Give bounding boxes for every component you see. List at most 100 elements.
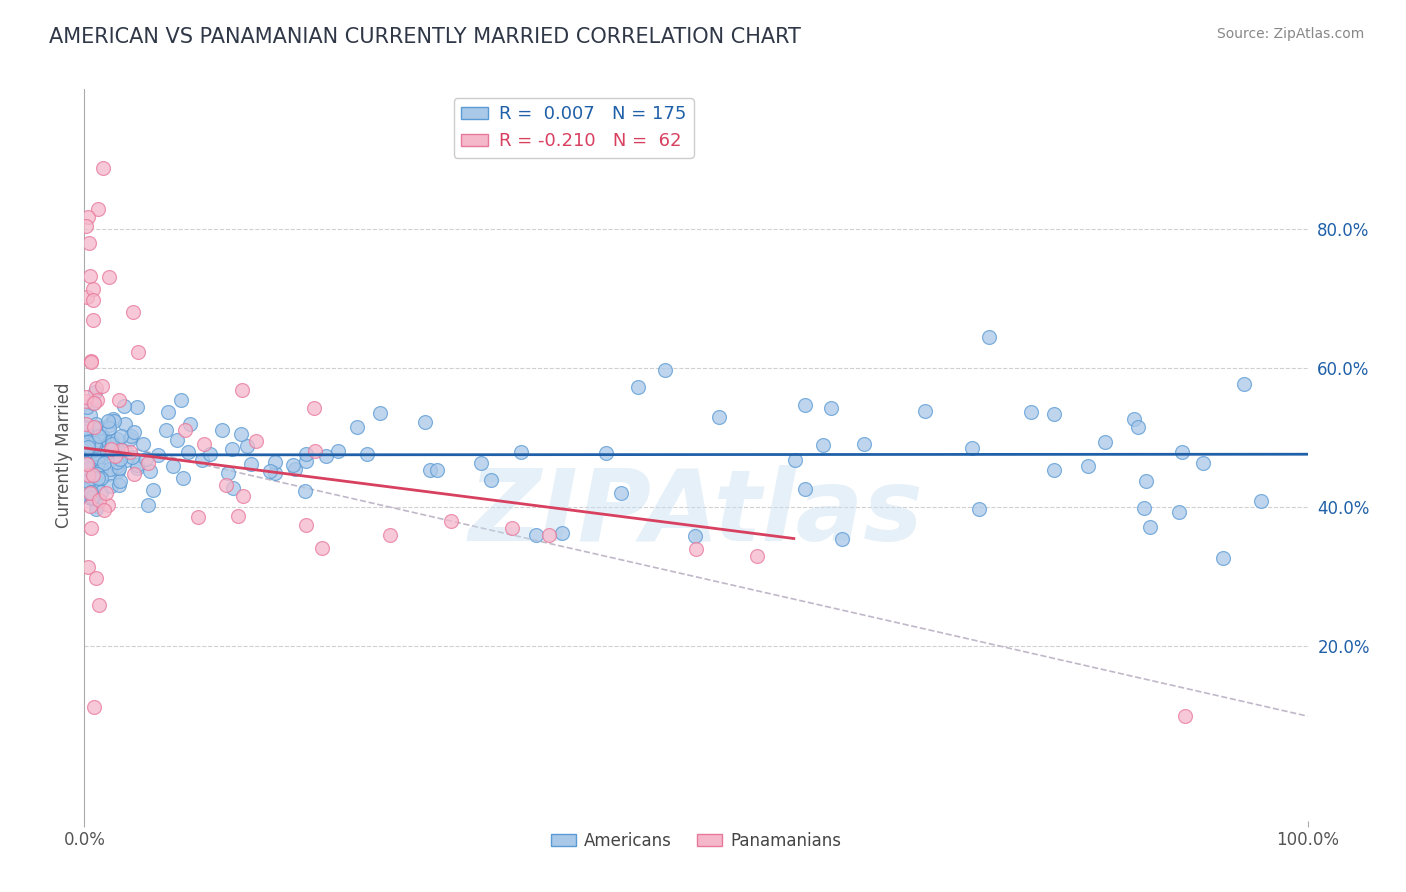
Point: [87, 202, 110, 217]
Point: [84, 502, 107, 516]
Point: [80, 448, 103, 462]
Point: [76, 457, 98, 471]
Point: [93, 456, 115, 470]
Text: ZIPAtlas: ZIPAtlas: [468, 465, 924, 562]
Point: [793, 398, 815, 412]
Point: [75, 424, 97, 438]
Point: [236, 438, 259, 452]
Point: [831, 532, 853, 546]
Point: [83, 700, 105, 714]
Point: [914, 403, 936, 417]
Point: [90, 456, 112, 470]
Point: [281, 458, 304, 472]
Point: [82, 491, 104, 506]
Point: [284, 462, 307, 476]
Point: [100, 434, 122, 449]
Point: [93, 503, 115, 517]
Point: [103, 414, 125, 428]
Point: [82, 313, 104, 327]
Point: [89, 450, 111, 464]
Point: [83, 436, 105, 450]
Point: [76, 474, 98, 488]
Point: [82, 471, 104, 485]
Point: [97, 270, 120, 285]
Point: [75, 393, 97, 408]
Point: [75, 219, 97, 233]
Point: [595, 446, 617, 460]
Point: [84, 381, 107, 395]
Point: [683, 529, 706, 543]
Point: [96, 445, 118, 459]
Point: [294, 447, 316, 461]
Point: [86, 456, 108, 470]
Point: [97, 418, 120, 433]
Point: [785, 452, 807, 467]
Point: [162, 459, 184, 474]
Point: [187, 509, 209, 524]
Point: [87, 429, 110, 443]
Point: [368, 406, 391, 420]
Point: [380, 528, 402, 542]
Point: [87, 459, 110, 474]
Point: [90, 443, 112, 458]
Point: [82, 293, 104, 307]
Point: [87, 426, 110, 441]
Point: [105, 458, 128, 473]
Point: [120, 445, 142, 459]
Point: [820, 401, 842, 416]
Point: [139, 464, 162, 478]
Point: [77, 462, 100, 476]
Point: [1133, 501, 1156, 516]
Point: [103, 442, 125, 456]
Point: [101, 437, 124, 451]
Point: [91, 161, 114, 176]
Text: Source: ZipAtlas.com: Source: ZipAtlas.com: [1216, 27, 1364, 41]
Point: [79, 483, 101, 497]
Point: [77, 235, 100, 250]
Point: [87, 420, 110, 434]
Point: [75, 421, 97, 435]
Point: [91, 379, 114, 393]
Point: [80, 353, 103, 368]
Point: [127, 400, 149, 414]
Point: [90, 429, 112, 443]
Point: [302, 401, 325, 416]
Point: [82, 471, 104, 485]
Point: [170, 393, 193, 408]
Point: [1168, 505, 1191, 519]
Point: [813, 438, 835, 452]
Point: [127, 345, 149, 359]
Point: [221, 481, 243, 495]
Point: [108, 450, 131, 464]
Point: [125, 458, 148, 472]
Point: [76, 460, 98, 475]
Point: [226, 509, 249, 524]
Point: [87, 493, 110, 508]
Point: [108, 461, 131, 475]
Point: [1212, 551, 1234, 566]
Point: [174, 423, 197, 437]
Point: [98, 467, 121, 481]
Point: [852, 437, 875, 451]
Point: [1135, 474, 1157, 488]
Point: [356, 447, 378, 461]
Point: [509, 445, 531, 459]
Point: [166, 433, 188, 447]
Point: [77, 467, 100, 482]
Point: [76, 290, 98, 304]
Point: [90, 485, 112, 500]
Point: [426, 463, 449, 477]
Point: [79, 408, 101, 422]
Point: [82, 467, 104, 482]
Legend: Americans, Panamanians: Americans, Panamanians: [544, 825, 848, 856]
Point: [100, 442, 122, 457]
Point: [76, 400, 98, 414]
Point: [142, 483, 165, 497]
Point: [654, 363, 676, 377]
Point: [108, 477, 131, 491]
Point: [419, 463, 441, 477]
Point: [172, 471, 194, 485]
Point: [295, 517, 318, 532]
Point: [326, 443, 349, 458]
Point: [75, 488, 97, 502]
